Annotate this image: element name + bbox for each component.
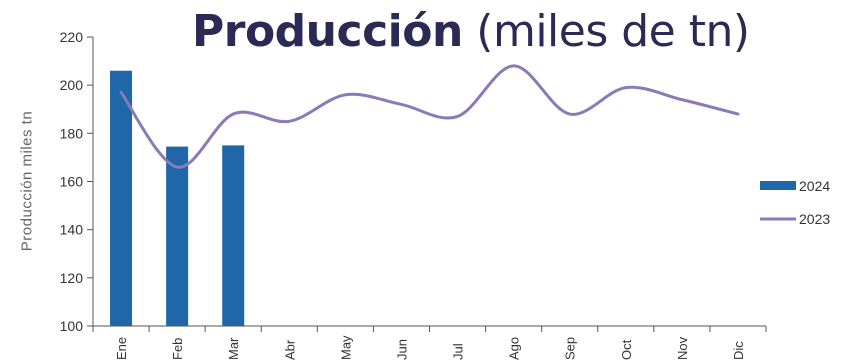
legend: 2024 2023: [760, 178, 830, 227]
bar-2024: [166, 146, 189, 326]
x-tick-label: Ago: [507, 337, 522, 360]
x-tick-label: Abr: [282, 339, 297, 360]
bar-2024: [222, 145, 245, 326]
line-2023-path: [119, 64, 740, 169]
axes: [87, 36, 767, 332]
x-tick-label: Jun: [394, 339, 409, 360]
y-tick-label: 200: [60, 77, 84, 93]
bars-2024: [110, 70, 245, 326]
y-tick-label: 180: [60, 125, 84, 141]
chart-title: Producción (miles de tn): [192, 6, 752, 57]
x-tick-label: Dic: [731, 341, 746, 360]
legend-label-2023: 2023: [799, 211, 830, 227]
x-tick-label: Mar: [226, 337, 241, 360]
x-tick-label: May: [338, 335, 353, 360]
y-tick-labels: 100 120 140 160 180 200 220: [60, 29, 84, 334]
y-tick-label: 140: [60, 222, 84, 238]
x-tick-label: Jul: [451, 343, 466, 360]
x-tick-label: Oct: [619, 339, 634, 360]
y-tick-label: 120: [60, 270, 84, 286]
chart-title-rest: (miles de tn): [476, 6, 750, 57]
legend-swatch-2024: [760, 181, 796, 190]
legend-label-2024: 2024: [799, 178, 830, 194]
y-tick-label: 220: [60, 29, 84, 45]
y-tick-label: 160: [60, 174, 84, 190]
line-2023: [119, 64, 740, 169]
x-tick-label: Sep: [563, 337, 578, 360]
chart-title-bold: Producción: [192, 6, 463, 57]
x-tick-label: Ene: [114, 337, 129, 360]
x-tick-label: Nov: [675, 336, 690, 360]
y-tick-label: 100: [60, 318, 84, 334]
bar-2024: [110, 70, 133, 326]
x-tick-label: Feb: [170, 338, 185, 360]
x-tick-labels: Ene Feb Mar Abr May Jun Jul Ago Sep Oct Nov Dic: [114, 335, 746, 360]
